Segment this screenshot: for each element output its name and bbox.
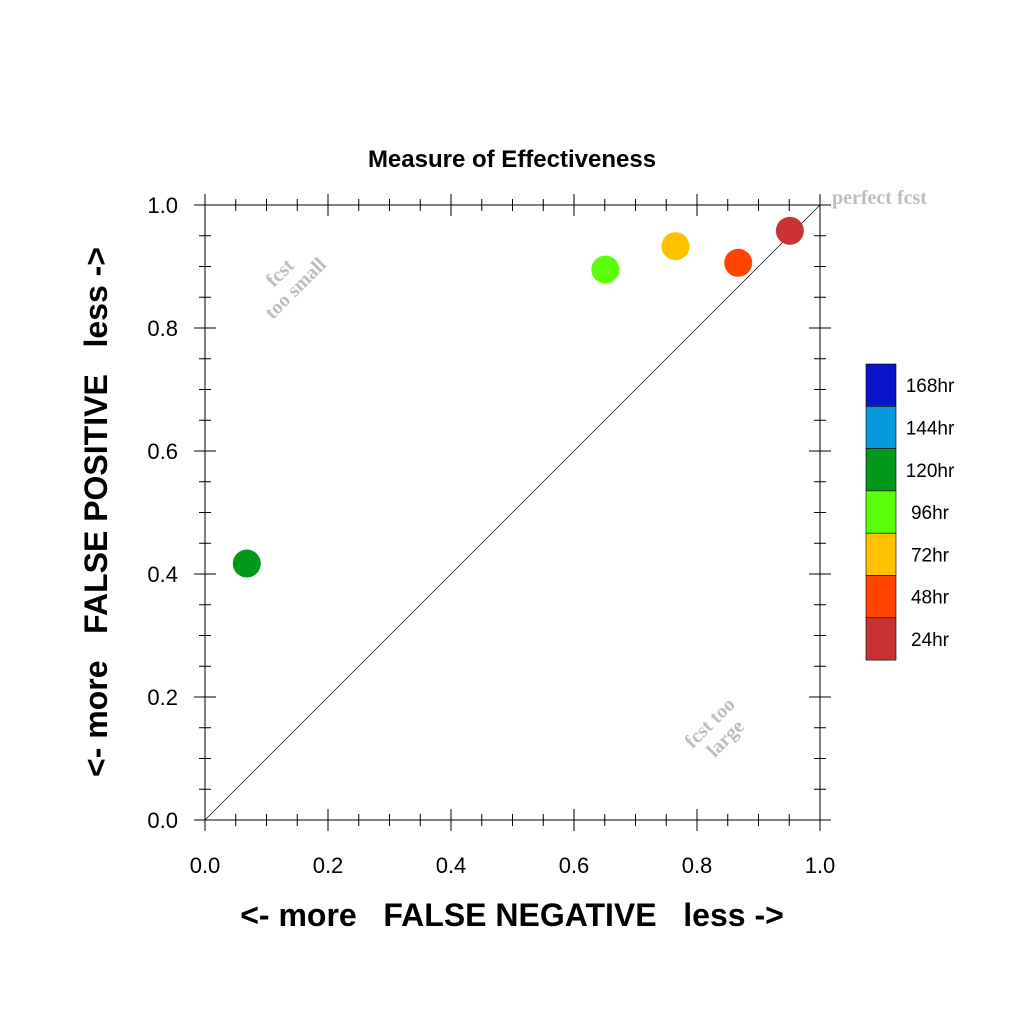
y-tick-label: 0.0 xyxy=(147,808,178,833)
point-120hr xyxy=(232,549,261,578)
annotation-perfect-fcst: perfect fcst xyxy=(832,187,927,209)
diagonal-line xyxy=(204,204,821,821)
legend-label-144hr: 144hr xyxy=(906,418,955,439)
x-tick-label: 0.8 xyxy=(682,853,713,878)
y-axis-label: <- more FALSE POSITIVE less -> xyxy=(78,247,114,777)
annotation-fcst-too-small: fcst too small xyxy=(261,253,331,323)
y-tick-label: 0.6 xyxy=(147,439,178,464)
legend-swatch-48hr xyxy=(865,575,897,619)
tick-labels: 0.0 0.2 0.4 0.6 0.8 1.0 0.0 0.2 0.4 0.6 0.8 1.0 xyxy=(147,193,835,878)
point-96hr xyxy=(591,255,620,284)
x-axis-label: <- more FALSE NEGATIVE less -> xyxy=(240,897,784,933)
data-points xyxy=(232,216,804,578)
x-tick-label: 0.6 xyxy=(559,853,590,878)
y-tick-label: 0.2 xyxy=(147,685,178,710)
annotation-fcst-too-large: fcst too large xyxy=(681,694,749,762)
legend-swatch-168hr xyxy=(865,363,897,407)
legend-label-24hr: 24hr xyxy=(911,630,950,651)
point-24hr xyxy=(775,216,804,245)
legend-label-120hr: 120hr xyxy=(906,461,955,482)
legend-swatch-144hr xyxy=(865,405,897,449)
legend-label-168hr: 168hr xyxy=(906,376,955,397)
point-72hr xyxy=(661,232,690,261)
x-tick-label: 0.4 xyxy=(436,853,467,878)
y-tick-label: 0.8 xyxy=(147,316,178,341)
x-tick-label: 1.0 xyxy=(805,853,836,878)
legend-swatch-96hr xyxy=(865,490,897,534)
x-tick-label: 0.2 xyxy=(313,853,344,878)
y-tick-label: 0.4 xyxy=(147,562,178,587)
legend-label-48hr: 48hr xyxy=(911,588,950,609)
ticks xyxy=(194,194,831,831)
legend-label-72hr: 72hr xyxy=(911,545,950,566)
y-tick-label: 1.0 xyxy=(147,193,178,218)
legend-swatch-24hr xyxy=(865,617,897,661)
chart-title: Measure of Effectiveness xyxy=(368,146,656,173)
x-tick-label: 0.0 xyxy=(190,853,221,878)
legend-swatch-72hr xyxy=(865,532,897,576)
legend-label-96hr: 96hr xyxy=(911,503,950,524)
point-48hr xyxy=(724,248,753,277)
legend: 168hr 144hr 120hr 96hr 72hr 48hr 24hr xyxy=(865,363,955,661)
annotation-too-small-line2: too small xyxy=(261,253,331,323)
legend-swatch-120hr xyxy=(865,448,897,492)
